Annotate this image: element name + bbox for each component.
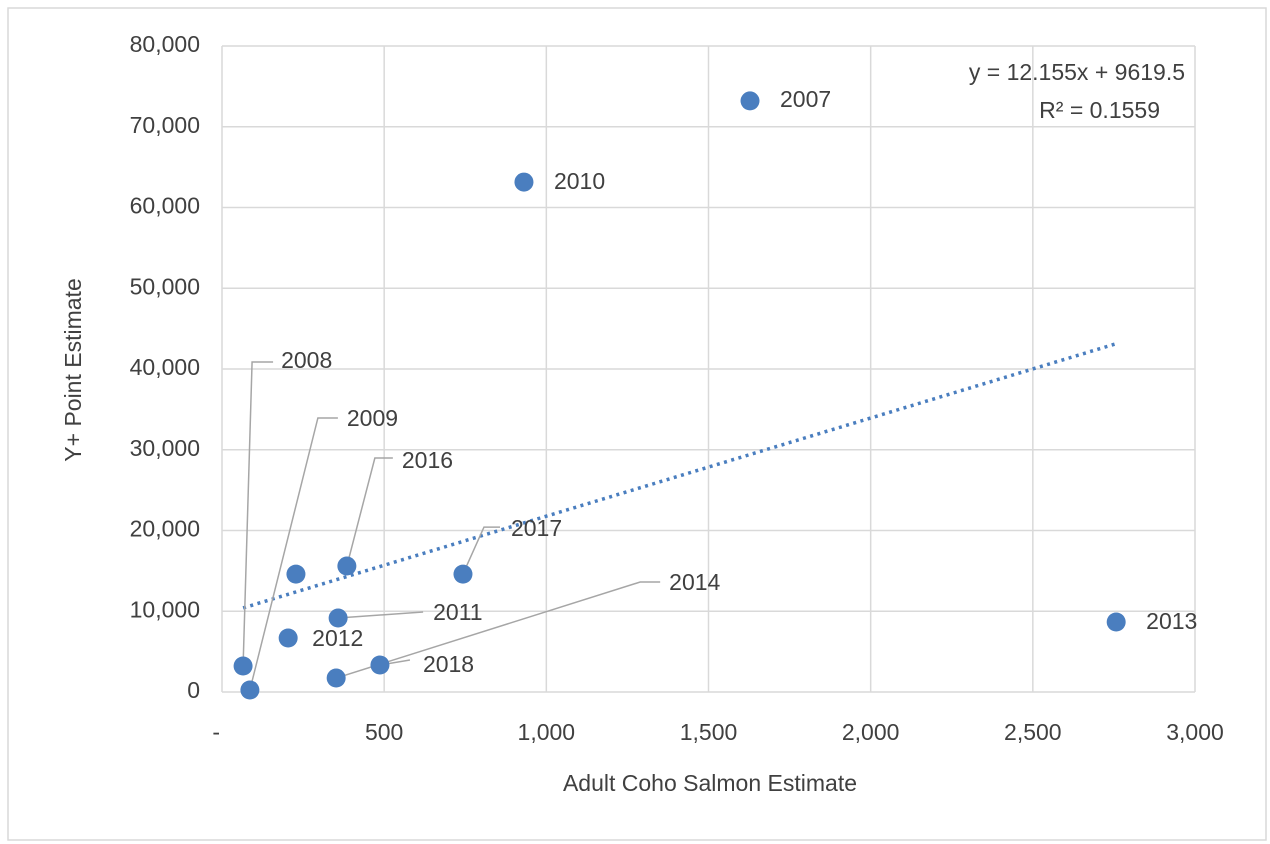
point-label: 2012 bbox=[312, 625, 363, 651]
y-tick-label: 20,000 bbox=[130, 516, 200, 542]
leader-line bbox=[338, 611, 424, 619]
y-tick-label: 50,000 bbox=[130, 273, 200, 299]
x-tick-label: 3,000 bbox=[1166, 719, 1224, 745]
point bbox=[514, 172, 534, 192]
point bbox=[370, 655, 390, 675]
chart-border bbox=[7, 7, 1267, 841]
leader-line bbox=[249, 417, 338, 691]
point bbox=[740, 91, 760, 111]
point bbox=[328, 608, 348, 628]
point-label: 2010 bbox=[554, 168, 605, 194]
point bbox=[453, 564, 473, 584]
y-tick-label: 0 bbox=[187, 677, 200, 703]
point-label: 2011 bbox=[433, 599, 482, 625]
point bbox=[240, 680, 260, 700]
point bbox=[326, 668, 346, 688]
x-tick-label: 500 bbox=[365, 719, 403, 745]
point-label: 2018 bbox=[423, 651, 474, 677]
point-label: 2007 bbox=[780, 86, 831, 112]
point-label: 2014 bbox=[669, 569, 720, 595]
point-label: 2008 bbox=[281, 347, 332, 373]
y-tick-label: 30,000 bbox=[130, 435, 200, 461]
point bbox=[286, 564, 306, 584]
y-tick-label: 40,000 bbox=[130, 354, 200, 380]
y-tick-label: 80,000 bbox=[130, 31, 200, 57]
x-tick-label: 2,500 bbox=[1004, 719, 1062, 745]
point-label: 2016 bbox=[402, 447, 453, 473]
y-tick-label: 10,000 bbox=[130, 596, 200, 622]
y-tick-label: 60,000 bbox=[130, 193, 200, 219]
x-tick-label: 1,000 bbox=[518, 719, 576, 745]
leader-line bbox=[462, 526, 500, 575]
point bbox=[278, 628, 298, 648]
point bbox=[233, 656, 253, 676]
point bbox=[337, 556, 357, 576]
point bbox=[1106, 612, 1126, 632]
trendline-equation: y = 12.155x + 9619.5 bbox=[969, 59, 1185, 85]
leader-line bbox=[346, 457, 393, 567]
leader-line bbox=[242, 361, 274, 667]
y-tick-label: 70,000 bbox=[130, 112, 200, 138]
x-axis-title: Adult Coho Salmon Estimate bbox=[563, 770, 857, 796]
x-tick-label: 2,000 bbox=[842, 719, 900, 745]
point-label: 2009 bbox=[347, 405, 398, 431]
point-label: 2013 bbox=[1146, 608, 1197, 634]
trendline-r-squared: R² = 0.1559 bbox=[1039, 97, 1160, 123]
x-tick-label: 1,500 bbox=[680, 719, 738, 745]
y-axis-title: Y+ Point Estimate bbox=[60, 278, 86, 461]
point-label: 2017 bbox=[511, 515, 562, 541]
x-tick-label: - bbox=[212, 719, 220, 745]
trendline bbox=[242, 342, 1117, 610]
leader-line bbox=[335, 581, 661, 679]
